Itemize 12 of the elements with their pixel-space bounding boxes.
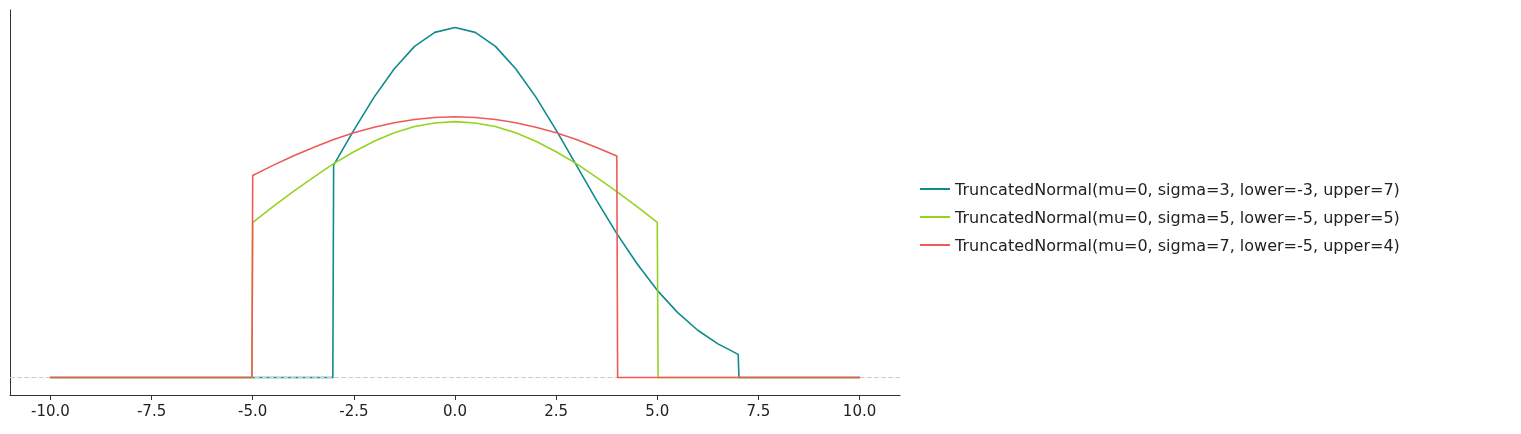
x-tick-label: -2.5 (339, 401, 369, 420)
x-tick-label: 0.0 (443, 401, 467, 420)
legend-label: TruncatedNormal(mu=0, sigma=5, lower=-5, upper=5) (954, 207, 1400, 227)
legend-label: TruncatedNormal(mu=0, sigma=7, lower=-5, upper=4) (954, 235, 1400, 255)
x-tick-label: 5.0 (645, 401, 670, 420)
x-tick-label: 2.5 (544, 401, 569, 420)
x-tick-label: 7.5 (746, 401, 771, 420)
x-tick-label: 10.0 (842, 401, 877, 420)
x-tick-label: -7.5 (136, 401, 167, 420)
x-tick-label: -5.0 (238, 401, 268, 420)
x-tick-label: -10.0 (31, 401, 70, 420)
legend-label: TruncatedNormal(mu=0, sigma=3, lower=-3, upper=7) (954, 179, 1400, 199)
